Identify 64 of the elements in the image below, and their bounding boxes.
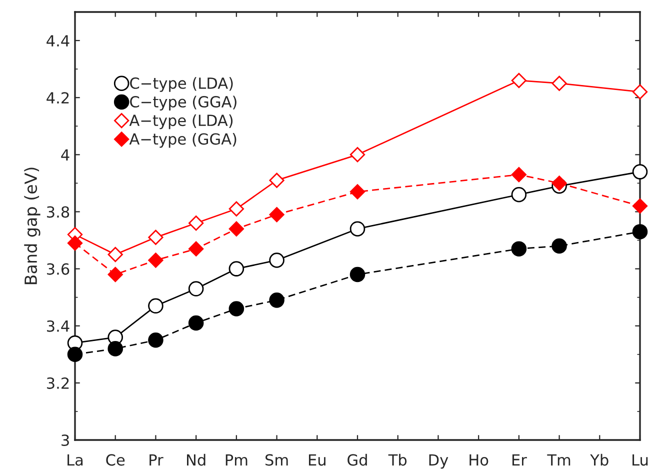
point xyxy=(228,221,244,236)
point xyxy=(108,341,123,356)
point xyxy=(148,252,164,268)
point xyxy=(552,176,567,191)
x-tick-label: Lu xyxy=(632,454,648,466)
point xyxy=(632,198,648,214)
point xyxy=(148,298,164,314)
point xyxy=(511,167,526,182)
legend-label: A−type (GGA) xyxy=(129,132,236,148)
x-tick-label: Pm xyxy=(226,454,248,466)
x-tick-label: Er xyxy=(512,454,527,466)
point xyxy=(228,261,244,276)
x-tick-label: La xyxy=(68,454,83,466)
y-tick-label: 3.2 xyxy=(47,377,69,389)
legend-label: A−type (LDA) xyxy=(129,114,233,130)
point xyxy=(269,292,284,308)
point xyxy=(228,201,244,216)
point xyxy=(511,186,527,202)
point xyxy=(188,216,204,231)
x-tick-label: Ho xyxy=(470,454,488,466)
point xyxy=(67,236,83,251)
point xyxy=(108,246,123,262)
y-tick-label: 3.8 xyxy=(47,206,70,218)
x-tick-label: Nd xyxy=(187,454,206,466)
x-tick-label: Dy xyxy=(429,454,448,469)
y-tick-label: 3 xyxy=(62,434,69,446)
y-tick-label: 3.6 xyxy=(47,263,70,275)
point xyxy=(350,266,366,282)
point xyxy=(552,238,567,254)
legend-label: C−type (GGA) xyxy=(130,96,236,110)
point xyxy=(148,332,164,348)
x-tick-label: Gd xyxy=(348,454,367,466)
point xyxy=(632,164,648,180)
point xyxy=(269,172,284,188)
point xyxy=(67,346,83,362)
x-tick-label: Eu xyxy=(308,454,326,466)
point xyxy=(269,207,284,222)
point xyxy=(188,315,204,331)
x-tick-label: Tb xyxy=(388,454,407,466)
y-tick-label: 4.2 xyxy=(46,92,69,104)
point xyxy=(108,266,123,282)
point xyxy=(269,252,284,268)
y-tick-label: 4 xyxy=(61,149,70,160)
point xyxy=(228,301,244,316)
point xyxy=(632,84,648,100)
x-tick-label: Ce xyxy=(106,454,125,466)
point xyxy=(552,76,567,91)
point xyxy=(632,224,648,240)
x-tick-label: Yb xyxy=(590,454,608,466)
point xyxy=(350,147,366,162)
point xyxy=(188,281,204,296)
point xyxy=(350,221,366,236)
y-tick-label: 4.4 xyxy=(46,35,70,46)
point xyxy=(188,241,204,256)
x-tick-label: Pr xyxy=(150,454,164,466)
point xyxy=(511,72,526,88)
y-tick-label: 3.4 xyxy=(47,320,70,332)
point xyxy=(511,241,527,256)
x-tick-label: Sm xyxy=(266,454,288,466)
point xyxy=(148,230,164,245)
x-tick-label: Tm xyxy=(547,454,570,466)
y-axis-title: Band gap (eV) xyxy=(24,168,40,284)
legend-label: C−type (LDA) xyxy=(130,77,233,92)
point xyxy=(350,184,366,200)
